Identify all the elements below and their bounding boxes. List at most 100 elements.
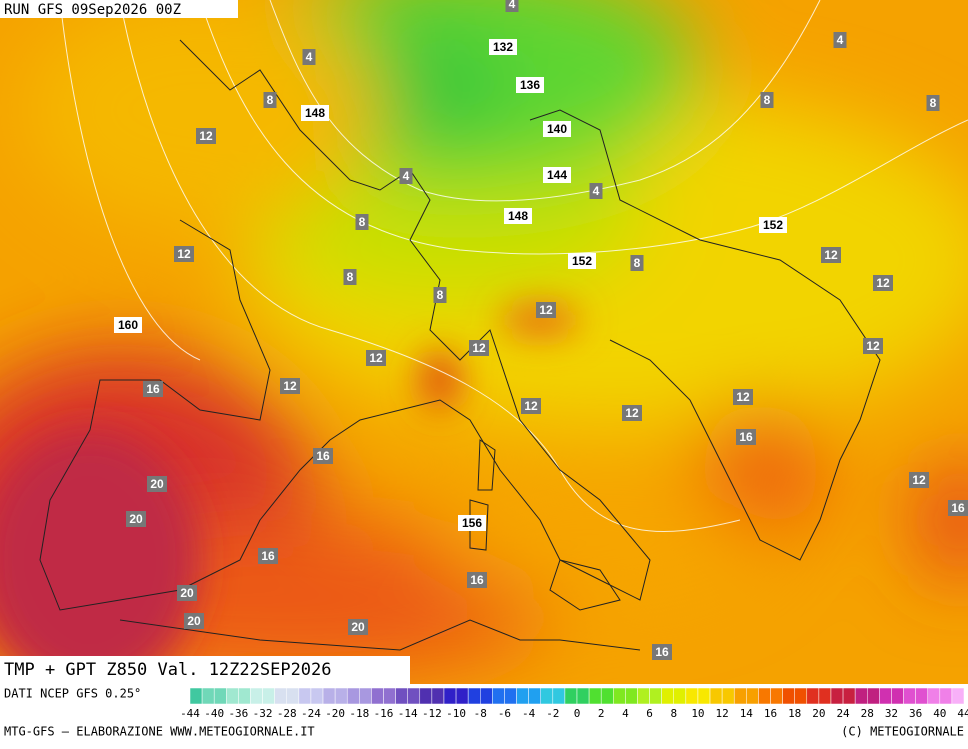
temperature-label: 16 [316,449,330,463]
geopotential-box [114,317,142,333]
geopotential-box [568,253,596,269]
scale-swatch [431,687,445,705]
temperature-label: 16 [655,645,669,659]
scale-swatch [540,687,554,705]
scale-swatch [383,687,396,705]
scale-label: -28 [277,707,297,720]
scale-swatch [298,687,312,705]
temperature-box [505,0,519,12]
scale-swatch [371,687,384,705]
scale-swatch [625,687,638,705]
scale-label: -2 [546,707,559,720]
scale-swatch [238,687,251,705]
geopotential-box [489,39,517,55]
scale-label: 44 [957,707,968,720]
temperature-label: 12 [876,276,890,290]
scale-label: -8 [474,707,487,720]
geopotential-label: 132 [493,40,513,54]
scale-swatch [891,687,904,705]
scale-swatch [806,687,820,705]
run-box [0,0,238,18]
scale-swatch [310,687,324,705]
scale-label: -12 [422,707,442,720]
scale-label: 8 [670,707,677,720]
temperature-box [821,247,841,263]
temperature-box [143,381,163,397]
scale-label: 14 [740,707,754,720]
temperature-box [948,500,968,516]
scale-swatch [516,687,529,705]
scale-swatch [613,687,626,705]
scale-swatch [721,687,735,705]
temperature-box [177,585,197,601]
scale-swatch [600,687,614,705]
temperature-label: 4 [403,169,410,183]
scale-swatch [733,687,747,705]
scale-swatch [709,687,723,705]
temperature-label: 12 [369,351,383,365]
scale-label: 2 [598,707,605,720]
scale-swatch [552,687,566,705]
scale-label: -32 [253,707,273,720]
color-scale: -44 -40 -36 -32 -28 -24 -20 -18 -16 -14 -12 -10 -8 -6… [180,687,968,720]
temperature-label: 20 [180,586,194,600]
temperature-label: 16 [470,573,484,587]
temperature-box [343,269,357,285]
geopotential-box [301,105,329,121]
temperature-label: 12 [199,129,213,143]
temperature-box [174,246,194,262]
scale-swatch [467,687,481,705]
temperature-box [736,429,756,445]
temperature-box [589,183,603,199]
scale-swatch [770,687,783,705]
temperature-label: 12 [625,406,639,420]
scale-swatch [951,687,965,705]
geopotential-label: 156 [462,516,482,530]
temperature-box [863,338,883,354]
scale-swatch [250,687,263,705]
geopotential-label: 152 [572,254,592,268]
scale-swatch [661,687,674,705]
temperature-label: 20 [187,614,201,628]
temperature-box [355,214,369,230]
temperature-box [760,92,774,108]
temperature-box [652,644,672,660]
scale-label: -16 [374,707,394,720]
scale-swatch [189,687,203,705]
scale-label: -24 [301,707,321,720]
geopotential-box [504,208,532,224]
scale-label: 4 [622,707,629,720]
temperature-box [536,302,556,318]
scale-swatch [903,687,916,705]
scale-swatch [746,687,759,705]
map-title: TMP + GPT Z850 Val. 12Z22SEP2026 [4,660,332,680]
scale-label: 18 [788,707,801,720]
temperature-box [433,287,447,303]
temperature-box [399,168,413,184]
geopotential-label: 160 [118,318,138,332]
temperature-label: 8 [764,93,771,107]
temperature-box [467,572,487,588]
scale-swatch [346,687,360,705]
temperature-box [521,398,541,414]
scale-swatch [939,687,953,705]
scale-swatch [576,687,590,705]
temperature-label: 16 [951,501,965,515]
scale-swatch [697,687,711,705]
temperature-box [147,476,167,492]
temperature-box [873,275,893,291]
temperature-label: 4 [509,0,516,11]
temperature-box [909,472,929,488]
temperature-box [733,389,753,405]
temperature-box [366,350,386,366]
scale-label: -18 [349,707,369,720]
scale-swatch [443,687,457,705]
scale-label: 20 [812,707,825,720]
scale-label: 28 [861,707,874,720]
geopotential-label: 136 [520,78,540,92]
run-label: RUN GFS 09Sep2026 00Z [4,2,181,18]
temperature-label: 16 [261,549,275,563]
temperature-box [622,405,642,421]
temperature-label: 8 [930,96,937,110]
temperature-label: 20 [129,512,143,526]
